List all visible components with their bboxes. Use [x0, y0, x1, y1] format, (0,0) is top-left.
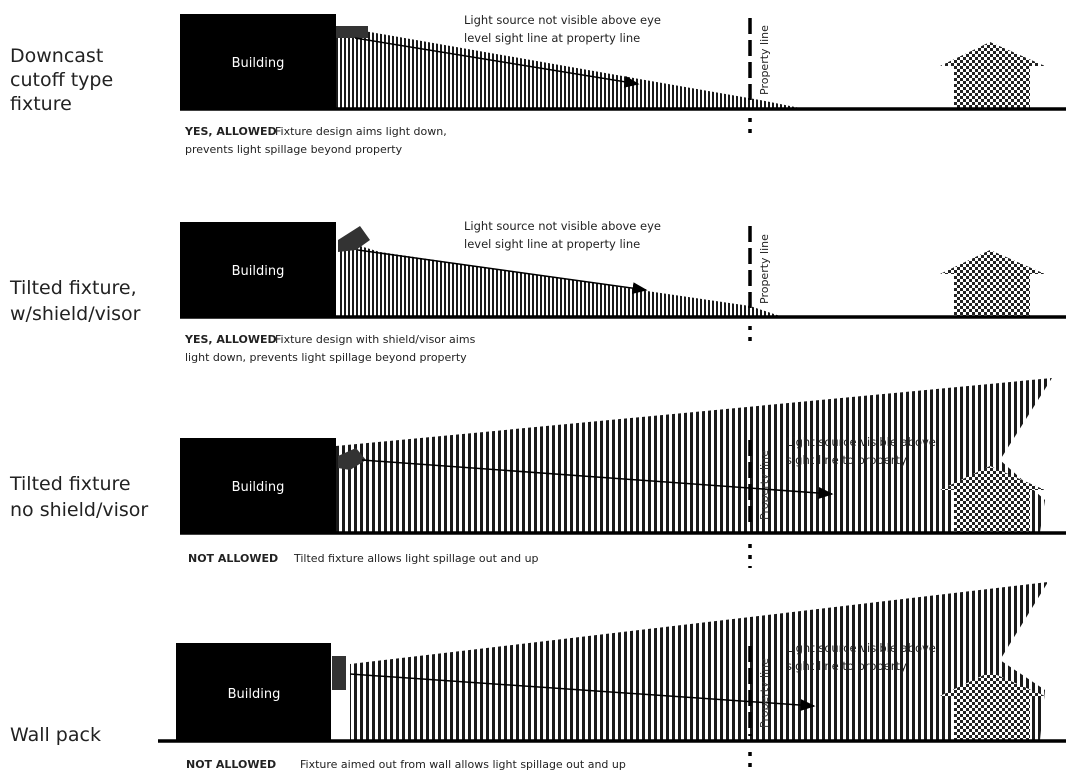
note-line: Light source visible above — [786, 641, 936, 655]
panel-label: Wall pack — [10, 724, 101, 746]
light-cone — [350, 582, 1048, 740]
note-line: Light source not visible above eye — [464, 13, 661, 27]
caption-line: Tilted fixture allows light spillage out… — [293, 552, 539, 565]
light-cone — [340, 240, 780, 316]
building-label: Building — [228, 687, 281, 702]
caption-line: Fixture aimed out from wall allows light… — [300, 758, 626, 771]
house — [940, 250, 1045, 316]
note: Light source not visible above eye level… — [464, 13, 665, 45]
panel-downcast: Downcast cutoff type fixture Building Li… — [10, 13, 1066, 156]
property-line-label: Property line — [758, 658, 771, 728]
building-label: Building — [232, 56, 285, 71]
property-line-label: Property line — [758, 25, 771, 95]
caption-line: prevents light spillage beyond property — [185, 143, 403, 156]
panel-label-line: fixture — [10, 93, 72, 115]
sight-line-arrow — [349, 673, 816, 712]
note-line: sight line to property — [786, 453, 907, 467]
note-line: sight line to property — [786, 659, 907, 673]
house — [940, 42, 1045, 108]
sight-line-arrow — [357, 249, 648, 295]
note: Light source visible above sight line to… — [786, 435, 940, 467]
panel-label-line: Downcast — [10, 45, 103, 67]
sight-line-arrow — [354, 37, 640, 88]
note-line: level sight line at property line — [464, 237, 640, 251]
light-fixture — [332, 656, 346, 690]
panel-label-line: w/shield/visor — [10, 303, 141, 325]
light-fixture — [338, 226, 370, 252]
caption: YES, ALLOWED Fixture design aims light d… — [184, 125, 450, 156]
panel-label: Tilted fixture, w/shield/visor — [9, 277, 143, 325]
panel-label-line: Tilted fixture, — [9, 277, 137, 299]
panel-label: Downcast cutoff type fixture — [10, 45, 119, 115]
light-fixture — [338, 448, 366, 470]
panel-wall-pack: Wall pack Building Light source visible … — [10, 582, 1066, 772]
panel-tilted-no-shield: Tilted fixture no shield/visor Building … — [9, 378, 1066, 568]
caption-line: Fixture design aims light down, — [275, 125, 447, 138]
light-fixture — [336, 26, 368, 38]
caption: NOT ALLOWED Tilted fixture allows light … — [188, 552, 539, 565]
property-line-label: Property line — [758, 450, 771, 520]
verdict: YES, ALLOWED — [184, 125, 277, 138]
house — [940, 466, 1045, 532]
note-line: level sight line at property line — [464, 31, 640, 45]
note: Light source visible above sight line to… — [786, 641, 940, 673]
verdict: NOT ALLOWED — [186, 758, 276, 771]
building — [176, 643, 331, 740]
caption-line: Fixture design with shield/visor aims — [275, 333, 476, 346]
caption: YES, ALLOWED Fixture design with shield/… — [184, 333, 479, 364]
sight-line-arrow — [361, 459, 834, 500]
caption-line: light down, prevents light spillage beyo… — [185, 351, 467, 364]
building — [180, 222, 336, 316]
panel-tilted-shield: Tilted fixture, w/shield/visor Building … — [9, 219, 1066, 364]
light-cone — [336, 28, 800, 108]
property-line-label: Property line — [758, 234, 771, 304]
light-cone — [336, 378, 1052, 532]
caption: NOT ALLOWED Fixture aimed out from wall … — [186, 758, 626, 771]
building-label: Building — [232, 480, 285, 495]
verdict: YES, ALLOWED — [184, 333, 277, 346]
panel-label-line: Tilted fixture — [9, 473, 131, 495]
building — [180, 438, 336, 532]
panel-label-line: no shield/visor — [10, 499, 148, 521]
house — [940, 672, 1045, 740]
note-line: Light source visible above — [786, 435, 936, 449]
note-line: Light source not visible above eye — [464, 219, 661, 233]
panel-label: Tilted fixture no shield/visor — [9, 473, 148, 521]
building — [180, 14, 336, 108]
building-label: Building — [232, 264, 285, 279]
panel-label-line: cutoff type — [10, 69, 113, 91]
note: Light source not visible above eye level… — [464, 219, 665, 251]
verdict: NOT ALLOWED — [188, 552, 278, 565]
